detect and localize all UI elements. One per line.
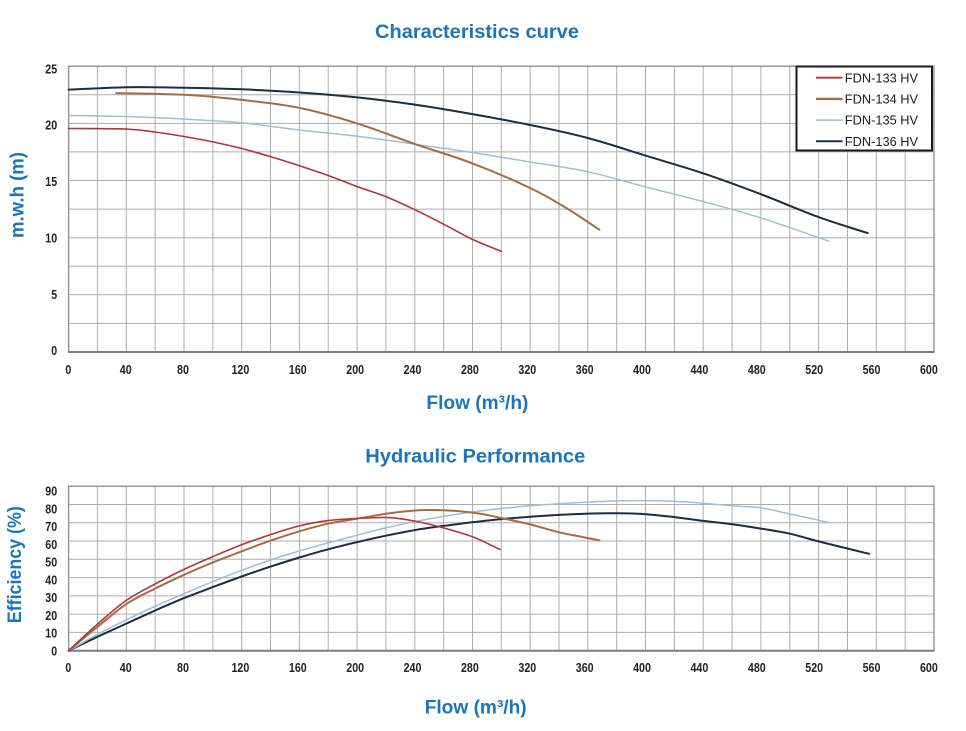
svg-text:400: 400 (633, 661, 651, 675)
svg-text:90: 90 (45, 485, 57, 499)
svg-text:480: 480 (748, 661, 766, 675)
svg-text:50: 50 (45, 556, 57, 570)
svg-text:280: 280 (461, 661, 479, 675)
svg-text:600: 600 (920, 363, 938, 377)
svg-text:240: 240 (404, 661, 422, 675)
svg-text:80: 80 (177, 363, 189, 377)
svg-text:280: 280 (461, 363, 479, 377)
svg-text:400: 400 (633, 363, 651, 377)
svg-text:520: 520 (805, 661, 823, 675)
svg-text:15: 15 (45, 175, 57, 189)
svg-text:0: 0 (51, 644, 57, 658)
svg-text:560: 560 (863, 363, 881, 377)
svg-text:40: 40 (120, 363, 132, 377)
svg-text:40: 40 (45, 573, 57, 587)
svg-text:0: 0 (65, 661, 71, 675)
svg-text:320: 320 (518, 363, 536, 377)
svg-text:Flow (m³/h): Flow (m³/h) (426, 392, 528, 414)
svg-text:320: 320 (518, 661, 536, 675)
svg-text:5: 5 (51, 288, 57, 302)
svg-text:40: 40 (120, 661, 132, 675)
svg-text:560: 560 (863, 661, 881, 675)
svg-text:Efficiency (%): Efficiency (%) (4, 506, 26, 623)
svg-text:600: 600 (920, 661, 938, 675)
svg-text:160: 160 (289, 363, 307, 377)
svg-text:0: 0 (51, 344, 57, 358)
svg-text:120: 120 (232, 363, 250, 377)
svg-text:360: 360 (576, 661, 594, 675)
svg-text:m.w.h (m): m.w.h (m) (6, 152, 28, 238)
svg-text:FDN-136 HV: FDN-136 HV (845, 134, 919, 149)
svg-text:Hydraulic Performance: Hydraulic Performance (365, 446, 585, 468)
svg-text:520: 520 (805, 363, 823, 377)
svg-text:60: 60 (45, 538, 57, 552)
svg-text:160: 160 (289, 661, 307, 675)
svg-text:80: 80 (45, 502, 57, 516)
svg-text:20: 20 (45, 609, 57, 623)
svg-text:10: 10 (45, 232, 57, 246)
svg-text:25: 25 (45, 62, 57, 76)
svg-text:0: 0 (65, 363, 71, 377)
svg-text:FDN-135 HV: FDN-135 HV (845, 113, 919, 128)
svg-text:Characteristics curve: Characteristics curve (375, 21, 579, 43)
svg-text:Flow (m³/h): Flow (m³/h) (425, 697, 527, 719)
svg-text:360: 360 (576, 363, 594, 377)
svg-text:10: 10 (45, 627, 57, 641)
svg-text:FDN-133 HV: FDN-133 HV (845, 70, 919, 85)
svg-text:200: 200 (346, 363, 364, 377)
svg-text:80: 80 (177, 661, 189, 675)
svg-text:70: 70 (45, 520, 57, 534)
svg-text:440: 440 (691, 363, 709, 377)
svg-text:30: 30 (45, 591, 57, 605)
svg-text:120: 120 (232, 661, 250, 675)
svg-text:440: 440 (691, 661, 709, 675)
svg-text:20: 20 (45, 119, 57, 133)
svg-text:200: 200 (346, 661, 364, 675)
svg-text:240: 240 (404, 363, 422, 377)
svg-text:480: 480 (748, 363, 766, 377)
svg-text:FDN-134 HV: FDN-134 HV (845, 92, 919, 107)
